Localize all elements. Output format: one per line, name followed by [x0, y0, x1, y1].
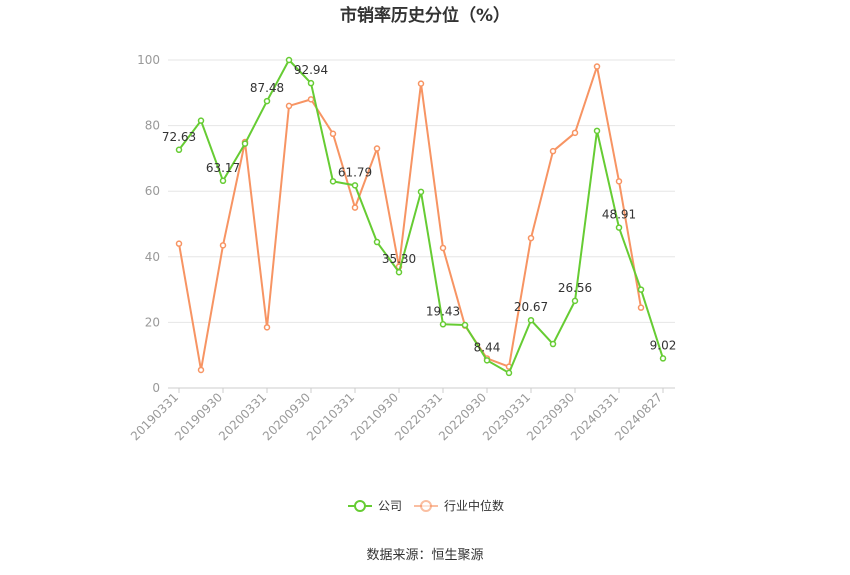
series-point-0 — [637, 286, 645, 293]
series-point-0 — [615, 224, 623, 231]
series-point-0 — [241, 140, 249, 147]
series-point-0 — [571, 297, 579, 305]
data-label: 87.48 — [250, 81, 284, 95]
series-point-0 — [219, 177, 227, 185]
series-point-1 — [615, 178, 623, 185]
y-tick-label: 20 — [145, 315, 160, 329]
chart-title: 市销率历史分位（%） — [340, 5, 510, 26]
series-point-0 — [659, 355, 667, 362]
series-point-1 — [263, 324, 271, 331]
series-point-1 — [417, 80, 425, 87]
data-label: 72.63 — [162, 130, 196, 144]
series-point-0 — [527, 316, 535, 324]
data-labels: 72.63 63.17 87.48 92.94 61.79 35.30 19.43 8.44 2… — [162, 63, 677, 354]
series-point-0 — [373, 238, 381, 246]
legend-label-industry[interactable]: 行业中位数 — [444, 498, 504, 513]
series-point-1 — [307, 96, 315, 103]
legend-marker-company — [354, 500, 366, 512]
data-label: 26.56 — [558, 281, 592, 295]
series-point-1 — [549, 147, 557, 155]
series-group — [175, 56, 667, 377]
y-tick-label: 100 — [137, 53, 160, 67]
data-label: 9.02 — [650, 338, 677, 352]
series-point-0 — [285, 56, 293, 64]
series-point-1 — [593, 63, 601, 70]
y-tick-label: 40 — [145, 250, 160, 264]
series-point-0 — [549, 340, 557, 348]
series-point-0 — [417, 188, 425, 196]
series-point-0 — [175, 146, 183, 154]
series-point-1 — [329, 130, 337, 138]
series-point-1 — [219, 242, 227, 249]
series-point-0 — [505, 369, 513, 377]
data-label: 63.17 — [206, 161, 240, 175]
data-label: 19.43 — [426, 304, 460, 318]
legend-label-company[interactable]: 公司 — [378, 499, 402, 513]
y-tick-label: 0 — [152, 381, 160, 395]
series-point-1 — [571, 129, 579, 137]
y-tick-label: 60 — [145, 184, 160, 198]
data-label: 35.30 — [382, 252, 416, 266]
series-point-1 — [175, 240, 183, 247]
series-point-1 — [373, 145, 381, 152]
series-line-1 — [178, 65, 642, 371]
data-label: 48.91 — [602, 208, 636, 222]
series-point-0 — [593, 127, 601, 135]
series-point-0 — [307, 79, 315, 87]
source-note: 数据来源：恒生聚源 — [366, 548, 483, 563]
series-point-0 — [351, 182, 359, 189]
series-point-1 — [197, 366, 205, 374]
series-point-0 — [263, 97, 271, 105]
data-label: 8.44 — [474, 340, 501, 354]
series-point-1 — [527, 234, 535, 242]
data-label: 61.79 — [338, 165, 372, 179]
series-point-0 — [395, 268, 403, 276]
series-point-0 — [461, 321, 469, 329]
series-point-1 — [351, 204, 359, 211]
series-point-0 — [483, 357, 491, 364]
x-tick-label: 20240827 — [612, 390, 665, 443]
legend-marker-industry — [420, 500, 432, 512]
series-line-0 — [178, 59, 664, 374]
y-tick-label: 80 — [145, 119, 160, 133]
series-point-0 — [329, 178, 337, 185]
series-point-0 — [197, 117, 205, 124]
data-label: 20.67 — [514, 300, 548, 314]
data-label: 92.94 — [294, 63, 328, 77]
series-point-1 — [439, 244, 447, 252]
legend[interactable]: 公司 行业中位数 — [348, 498, 504, 513]
series-point-1 — [285, 102, 293, 110]
series-point-1 — [637, 304, 645, 311]
series-point-0 — [439, 321, 447, 328]
